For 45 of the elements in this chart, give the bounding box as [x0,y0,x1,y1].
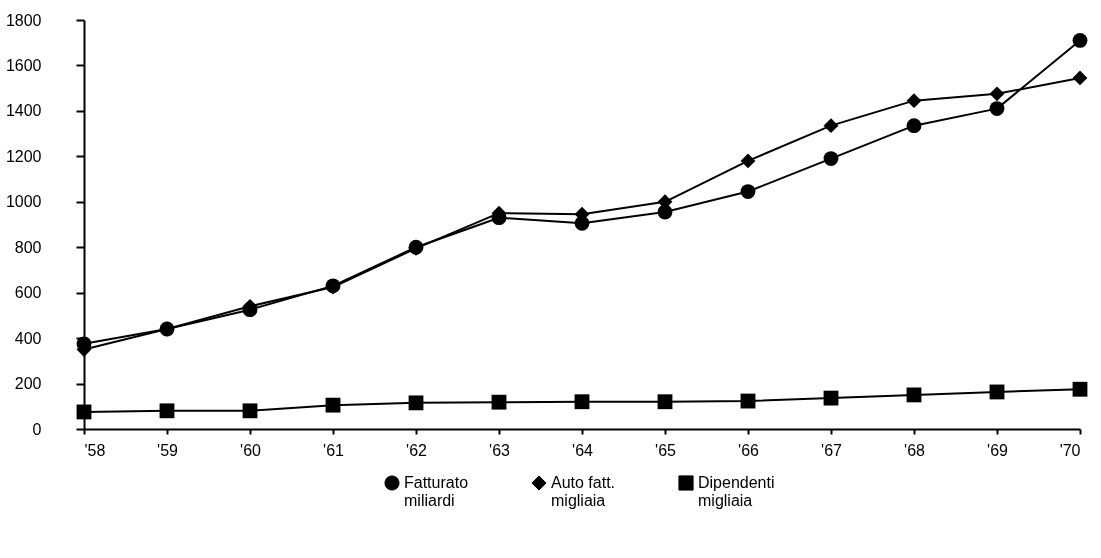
y-tick-label: 600 [14,284,42,302]
x-tick-label: '61 [323,441,345,459]
x-tick-label: '66 [738,441,760,459]
y-tick-label: 200 [14,375,42,393]
legend-label: Fatturato miliardi [404,474,469,509]
x-tick-label: '70 [1059,441,1081,459]
y-tick-label: 1800 [5,11,42,29]
point [989,86,1005,102]
x-tick-label: '63 [489,441,511,459]
point [906,93,922,109]
point [242,403,258,419]
x-tick-label: '68 [904,441,926,459]
y-tick-label: 1400 [5,102,42,120]
point [740,184,756,199]
point [989,101,1005,117]
y-tick-label: 400 [14,329,42,347]
x-tick-label: '59 [157,441,179,459]
point [408,395,424,411]
point [657,394,673,410]
x-tick-label: '58 [84,441,106,459]
x-tick-label: '60 [240,441,262,459]
legend-label: Dipendenti migliaia [698,474,775,509]
point [823,390,839,406]
y-tick-label: 800 [14,238,42,256]
point [823,151,839,167]
point [325,397,341,413]
x-tick-label: '69 [987,441,1009,459]
y-tick-label: 0 [32,420,42,438]
point [740,153,756,169]
point [159,403,175,419]
x-tick-label: '64 [572,441,594,459]
x-tick-label: '65 [655,441,677,459]
legend-label: Auto fatt. migliaia [551,474,616,509]
point [574,394,590,410]
y-tick-label: 1600 [5,56,42,74]
point [491,394,507,410]
y-tick-label: 1000 [5,193,42,211]
x-tick-label: '67 [821,441,843,459]
y-tick-label: 1200 [5,147,42,165]
point [1072,33,1088,48]
point [1072,70,1088,86]
point [823,118,839,134]
x-tick-label: '62 [406,441,428,459]
point [1072,381,1088,397]
point [906,118,922,134]
